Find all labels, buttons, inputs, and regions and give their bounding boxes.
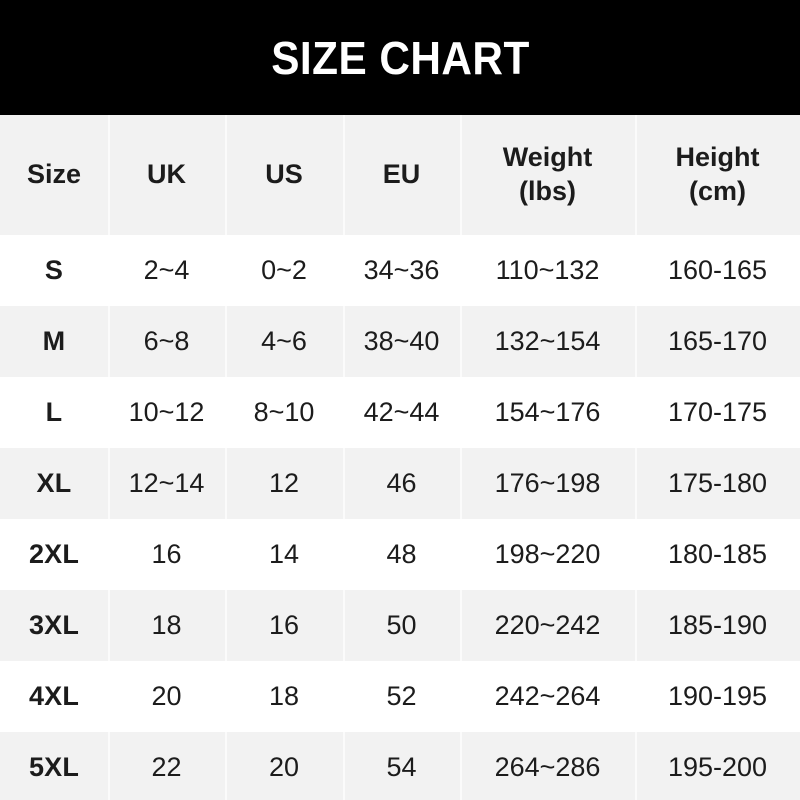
cell-weight: 198~220 [460, 519, 635, 590]
cell-size-label: M [42, 326, 66, 356]
cell-eu: 46 [343, 448, 460, 519]
column-header-us: US [225, 115, 343, 235]
column-header-uk: UK [108, 115, 225, 235]
cell-weight: 220~242 [460, 590, 635, 661]
column-header-label: UK [147, 159, 186, 190]
cell-height: 170-175 [635, 377, 800, 448]
cell-uk: 2~4 [108, 235, 225, 306]
cell-weight: 154~176 [460, 377, 635, 448]
cell-us: 20 [225, 732, 343, 800]
cell-height: 160-165 [635, 235, 800, 306]
cell-us: 4~6 [225, 306, 343, 377]
column-header-label: US [265, 159, 303, 190]
cell-eu: 34~36 [343, 235, 460, 306]
column-header-eu: EU [343, 115, 460, 235]
cell-us: 18 [225, 661, 343, 732]
page-title: SIZE CHART [270, 31, 530, 84]
cell-eu: 42~44 [343, 377, 460, 448]
cell-uk: 22 [108, 732, 225, 800]
cell-size-label: L [45, 397, 63, 427]
column-header-unit: (lbs) [519, 176, 576, 206]
cell-size-label: S [44, 255, 64, 285]
column-header-label: Weight [502, 142, 593, 173]
cell-us: 12 [225, 448, 343, 519]
cell-size-label: 4XL [28, 681, 80, 711]
cell-us: 16 [225, 590, 343, 661]
cell-us: 14 [225, 519, 343, 590]
table-row: M 6~8 4~6 38~40 132~154 165-170 [0, 306, 800, 377]
cell-height: 165-170 [635, 306, 800, 377]
table-row: 5XL 22 20 54 264~286 195-200 [0, 732, 800, 800]
table-row: 2XL 16 14 48 198~220 180-185 [0, 519, 800, 590]
size-chart-table: Size UK US EU Weight (lbs) Height (cm) S 2~4 0~2 34… [0, 115, 800, 800]
table-row: S 2~4 0~2 34~36 110~132 160-165 [0, 235, 800, 306]
cell-size-label: 2XL [28, 539, 80, 569]
cell-weight: 110~132 [460, 235, 635, 306]
column-header-height: Height (cm) [635, 115, 800, 235]
cell-weight: 242~264 [460, 661, 635, 732]
cell-size-label: 5XL [28, 752, 80, 782]
cell-weight: 264~286 [460, 732, 635, 800]
cell-height: 175-180 [635, 448, 800, 519]
cell-size-label: 3XL [28, 610, 80, 640]
table-row: XL 12~14 12 46 176~198 175-180 [0, 448, 800, 519]
cell-eu: 52 [343, 661, 460, 732]
cell-us: 8~10 [225, 377, 343, 448]
column-header-label: Height [675, 142, 760, 173]
cell-uk: 6~8 [108, 306, 225, 377]
column-header-weight: Weight (lbs) [460, 115, 635, 235]
table-header-row: Size UK US EU Weight (lbs) Height (cm) [0, 115, 800, 235]
cell-eu: 48 [343, 519, 460, 590]
table-row: L 10~12 8~10 42~44 154~176 170-175 [0, 377, 800, 448]
cell-height: 195-200 [635, 732, 800, 800]
cell-size-label: XL [36, 468, 72, 498]
cell-weight: 132~154 [460, 306, 635, 377]
cell-height: 185-190 [635, 590, 800, 661]
cell-eu: 50 [343, 590, 460, 661]
cell-uk: 10~12 [108, 377, 225, 448]
column-header-size: Size [0, 115, 108, 235]
table-row: 3XL 18 16 50 220~242 185-190 [0, 590, 800, 661]
cell-eu: 38~40 [343, 306, 460, 377]
cell-uk: 16 [108, 519, 225, 590]
cell-height: 180-185 [635, 519, 800, 590]
column-header-unit: (cm) [688, 176, 746, 206]
cell-uk: 12~14 [108, 448, 225, 519]
cell-eu: 54 [343, 732, 460, 800]
title-banner: SIZE CHART [0, 0, 800, 115]
cell-height: 190-195 [635, 661, 800, 732]
cell-uk: 18 [108, 590, 225, 661]
cell-uk: 20 [108, 661, 225, 732]
table-row: 4XL 20 18 52 242~264 190-195 [0, 661, 800, 732]
column-header-label: Size [26, 159, 82, 190]
cell-weight: 176~198 [460, 448, 635, 519]
column-header-label: EU [382, 159, 421, 190]
cell-us: 0~2 [225, 235, 343, 306]
